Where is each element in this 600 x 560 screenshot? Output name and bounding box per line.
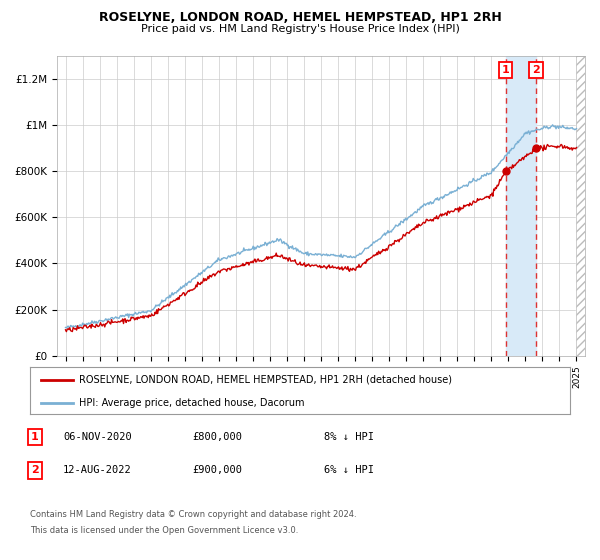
Text: £800,000: £800,000 xyxy=(192,432,242,442)
Bar xyxy=(506,56,536,356)
Text: Contains HM Land Registry data © Crown copyright and database right 2024.: Contains HM Land Registry data © Crown c… xyxy=(30,510,356,519)
Text: Price paid vs. HM Land Registry's House Price Index (HPI): Price paid vs. HM Land Registry's House … xyxy=(140,24,460,34)
Text: HPI: Average price, detached house, Dacorum: HPI: Average price, detached house, Daco… xyxy=(79,398,304,408)
Text: 2: 2 xyxy=(532,65,540,75)
Text: ROSELYNE, LONDON ROAD, HEMEL HEMPSTEAD, HP1 2RH: ROSELYNE, LONDON ROAD, HEMEL HEMPSTEAD, … xyxy=(98,11,502,24)
Text: £900,000: £900,000 xyxy=(192,465,242,475)
Text: 12-AUG-2022: 12-AUG-2022 xyxy=(63,465,132,475)
Bar xyxy=(577,56,585,356)
Text: ROSELYNE, LONDON ROAD, HEMEL HEMPSTEAD, HP1 2RH (detached house): ROSELYNE, LONDON ROAD, HEMEL HEMPSTEAD, … xyxy=(79,375,452,385)
Text: 06-NOV-2020: 06-NOV-2020 xyxy=(63,432,132,442)
Text: 1: 1 xyxy=(502,65,509,75)
Text: 1: 1 xyxy=(31,432,38,442)
Text: This data is licensed under the Open Government Licence v3.0.: This data is licensed under the Open Gov… xyxy=(30,526,298,535)
Bar xyxy=(577,56,585,356)
Text: 6% ↓ HPI: 6% ↓ HPI xyxy=(324,465,374,475)
Text: 8% ↓ HPI: 8% ↓ HPI xyxy=(324,432,374,442)
Text: 2: 2 xyxy=(31,465,38,475)
